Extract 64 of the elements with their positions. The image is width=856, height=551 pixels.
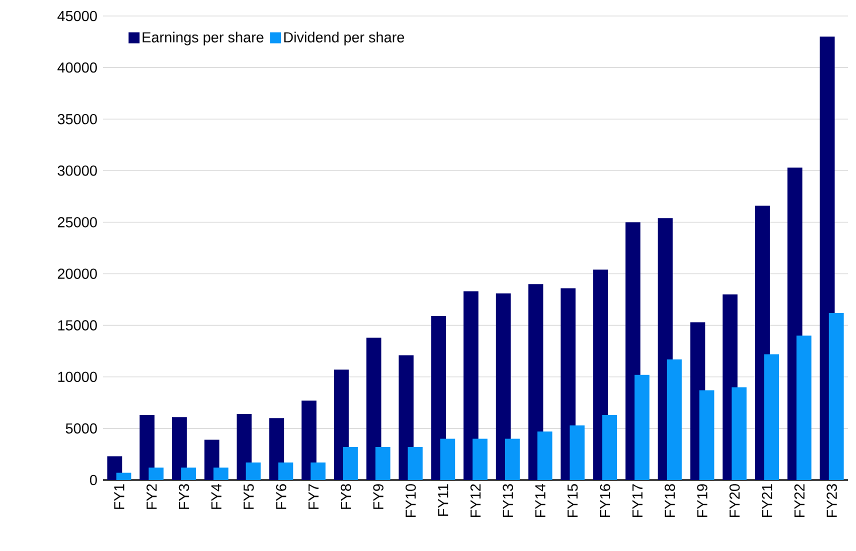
- bar: [431, 316, 446, 480]
- x-tick-label: FY14: [535, 484, 546, 517]
- y-tick-label: 45000: [57, 10, 97, 22]
- bar: [764, 354, 780, 480]
- x-tick-label: FY11: [438, 484, 448, 516]
- y-tick-label: 20000: [58, 268, 97, 279]
- x-tick-label: FY22: [794, 484, 804, 517]
- x-tick-label: FY6: [276, 484, 286, 509]
- y-tick-label: 30000: [58, 166, 97, 176]
- y-tick-label: 35000: [58, 114, 97, 124]
- bar: [310, 462, 326, 480]
- bar: [278, 462, 294, 480]
- x-tick-label: FY23: [826, 484, 837, 517]
- x-tick-label: FY20: [729, 484, 740, 517]
- bar: [172, 417, 187, 480]
- x-tick-label: FY12: [470, 484, 481, 517]
- bar: [213, 468, 228, 480]
- y-tick-label: 10000: [58, 372, 97, 382]
- bar: [464, 291, 478, 480]
- x-tick-label: FY17: [632, 484, 642, 517]
- x-tick-label: FY1: [114, 484, 124, 509]
- x-tick-label: FY18: [664, 484, 675, 517]
- x-tick-label: FY8: [340, 484, 352, 509]
- bar: [148, 468, 164, 480]
- bar: [246, 462, 261, 480]
- bar: [343, 446, 358, 480]
- bar: [537, 432, 552, 480]
- bar: [666, 359, 682, 480]
- y-tick-label: 5000: [66, 423, 97, 434]
- x-tick-label: FY5: [244, 484, 254, 509]
- legend-label: Dividend per share: [284, 32, 404, 46]
- bar: [732, 387, 747, 480]
- bar: [302, 400, 316, 480]
- x-tick-label: FY21: [762, 484, 772, 517]
- x-tick-label: FY7: [308, 484, 319, 509]
- x-tick-label: FY19: [697, 484, 708, 517]
- y-tick-label: 40000: [57, 62, 97, 73]
- bar: [828, 312, 844, 480]
- x-tick-label: FY3: [178, 484, 190, 509]
- bar: [375, 446, 390, 480]
- bar: [602, 415, 618, 480]
- bar: [472, 438, 488, 480]
- x-tick-label: FY4: [211, 484, 222, 509]
- x-tick-label: FY15: [568, 484, 578, 517]
- bar: [440, 438, 456, 480]
- bar: [408, 446, 423, 480]
- bar: [796, 336, 812, 480]
- bar: [699, 390, 714, 480]
- bar: [116, 472, 132, 480]
- x-tick-label: FY2: [146, 484, 157, 509]
- y-tick-label: 15000: [58, 320, 97, 330]
- bar: [496, 293, 511, 480]
- legend-label: Earnings per share: [142, 32, 264, 46]
- y-tick-label: 25000: [58, 217, 97, 228]
- y-tick-label: 0: [90, 474, 97, 486]
- bar: [140, 415, 155, 480]
- bar: [570, 425, 585, 480]
- bar: [634, 374, 650, 480]
- bar: [181, 468, 196, 480]
- x-tick-label: FY10: [406, 484, 416, 517]
- x-tick-label: FY9: [373, 484, 384, 509]
- bar: [504, 438, 520, 480]
- x-tick-label: FY16: [600, 484, 610, 517]
- x-tick-label: FY13: [502, 484, 514, 517]
